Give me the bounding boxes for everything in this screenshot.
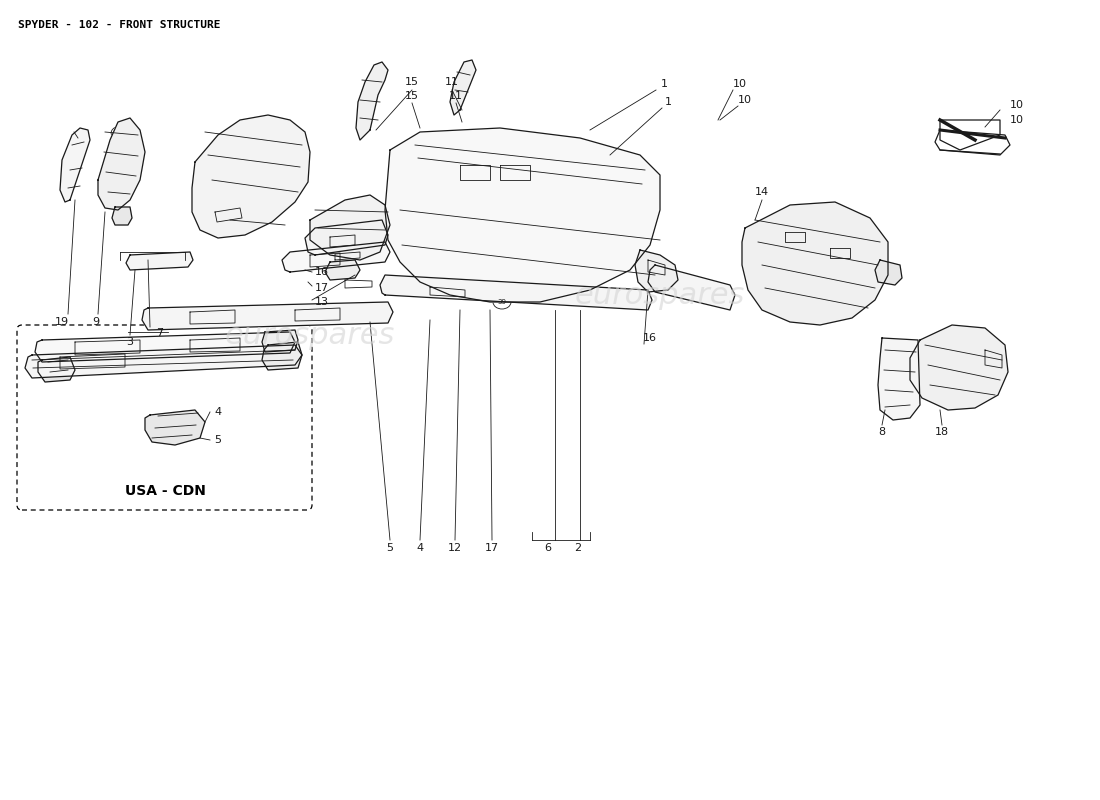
Text: 1: 1 [660,79,668,89]
Polygon shape [39,357,75,382]
Polygon shape [262,330,298,352]
Text: 10: 10 [1010,100,1024,110]
Polygon shape [379,275,652,310]
Polygon shape [935,130,1010,155]
Polygon shape [324,260,360,280]
Text: 4: 4 [214,407,221,417]
Polygon shape [142,302,393,330]
Polygon shape [35,332,295,362]
Polygon shape [112,207,132,225]
Text: 10: 10 [738,95,752,105]
Text: 17: 17 [485,543,499,553]
Polygon shape [60,128,90,202]
Polygon shape [126,252,192,270]
Text: 15: 15 [405,91,419,101]
Polygon shape [878,338,920,420]
Text: 2: 2 [574,543,582,553]
Polygon shape [145,410,205,445]
Text: 19: 19 [55,317,69,327]
Polygon shape [635,250,678,292]
Text: 7: 7 [156,328,164,338]
Text: 10: 10 [1010,115,1024,125]
Text: eurospares: eurospares [575,281,745,310]
Text: USA - CDN: USA - CDN [124,484,206,498]
Text: 39: 39 [497,299,506,305]
Polygon shape [310,195,390,260]
Text: 11: 11 [446,77,459,87]
Text: 15: 15 [405,77,419,87]
Polygon shape [742,202,888,325]
Text: 9: 9 [92,317,100,327]
Text: 8: 8 [879,427,886,437]
Text: 16: 16 [644,333,657,343]
Text: 13: 13 [315,297,329,307]
Polygon shape [192,115,310,238]
Text: 17: 17 [315,283,329,293]
Polygon shape [910,325,1008,410]
Polygon shape [98,118,145,210]
Text: 14: 14 [755,187,769,197]
Text: 6: 6 [544,543,551,553]
Text: 4: 4 [417,543,424,553]
Polygon shape [282,242,390,272]
Polygon shape [356,62,388,140]
Polygon shape [262,342,303,370]
Text: 5: 5 [386,543,394,553]
Text: 12: 12 [448,543,462,553]
Polygon shape [305,220,388,255]
Polygon shape [25,345,302,378]
Text: 16: 16 [315,267,329,277]
Polygon shape [940,120,1000,150]
Text: 1: 1 [664,97,671,107]
Polygon shape [450,60,476,115]
Text: 11: 11 [449,91,463,101]
Text: 3: 3 [126,337,133,347]
Text: 10: 10 [733,79,747,89]
Polygon shape [648,265,735,310]
Text: SPYDER - 102 - FRONT STRUCTURE: SPYDER - 102 - FRONT STRUCTURE [18,20,220,30]
Text: 5: 5 [214,435,221,445]
Polygon shape [874,260,902,285]
Text: eurospares: eurospares [224,321,395,350]
Text: 18: 18 [935,427,949,437]
Polygon shape [385,128,660,302]
